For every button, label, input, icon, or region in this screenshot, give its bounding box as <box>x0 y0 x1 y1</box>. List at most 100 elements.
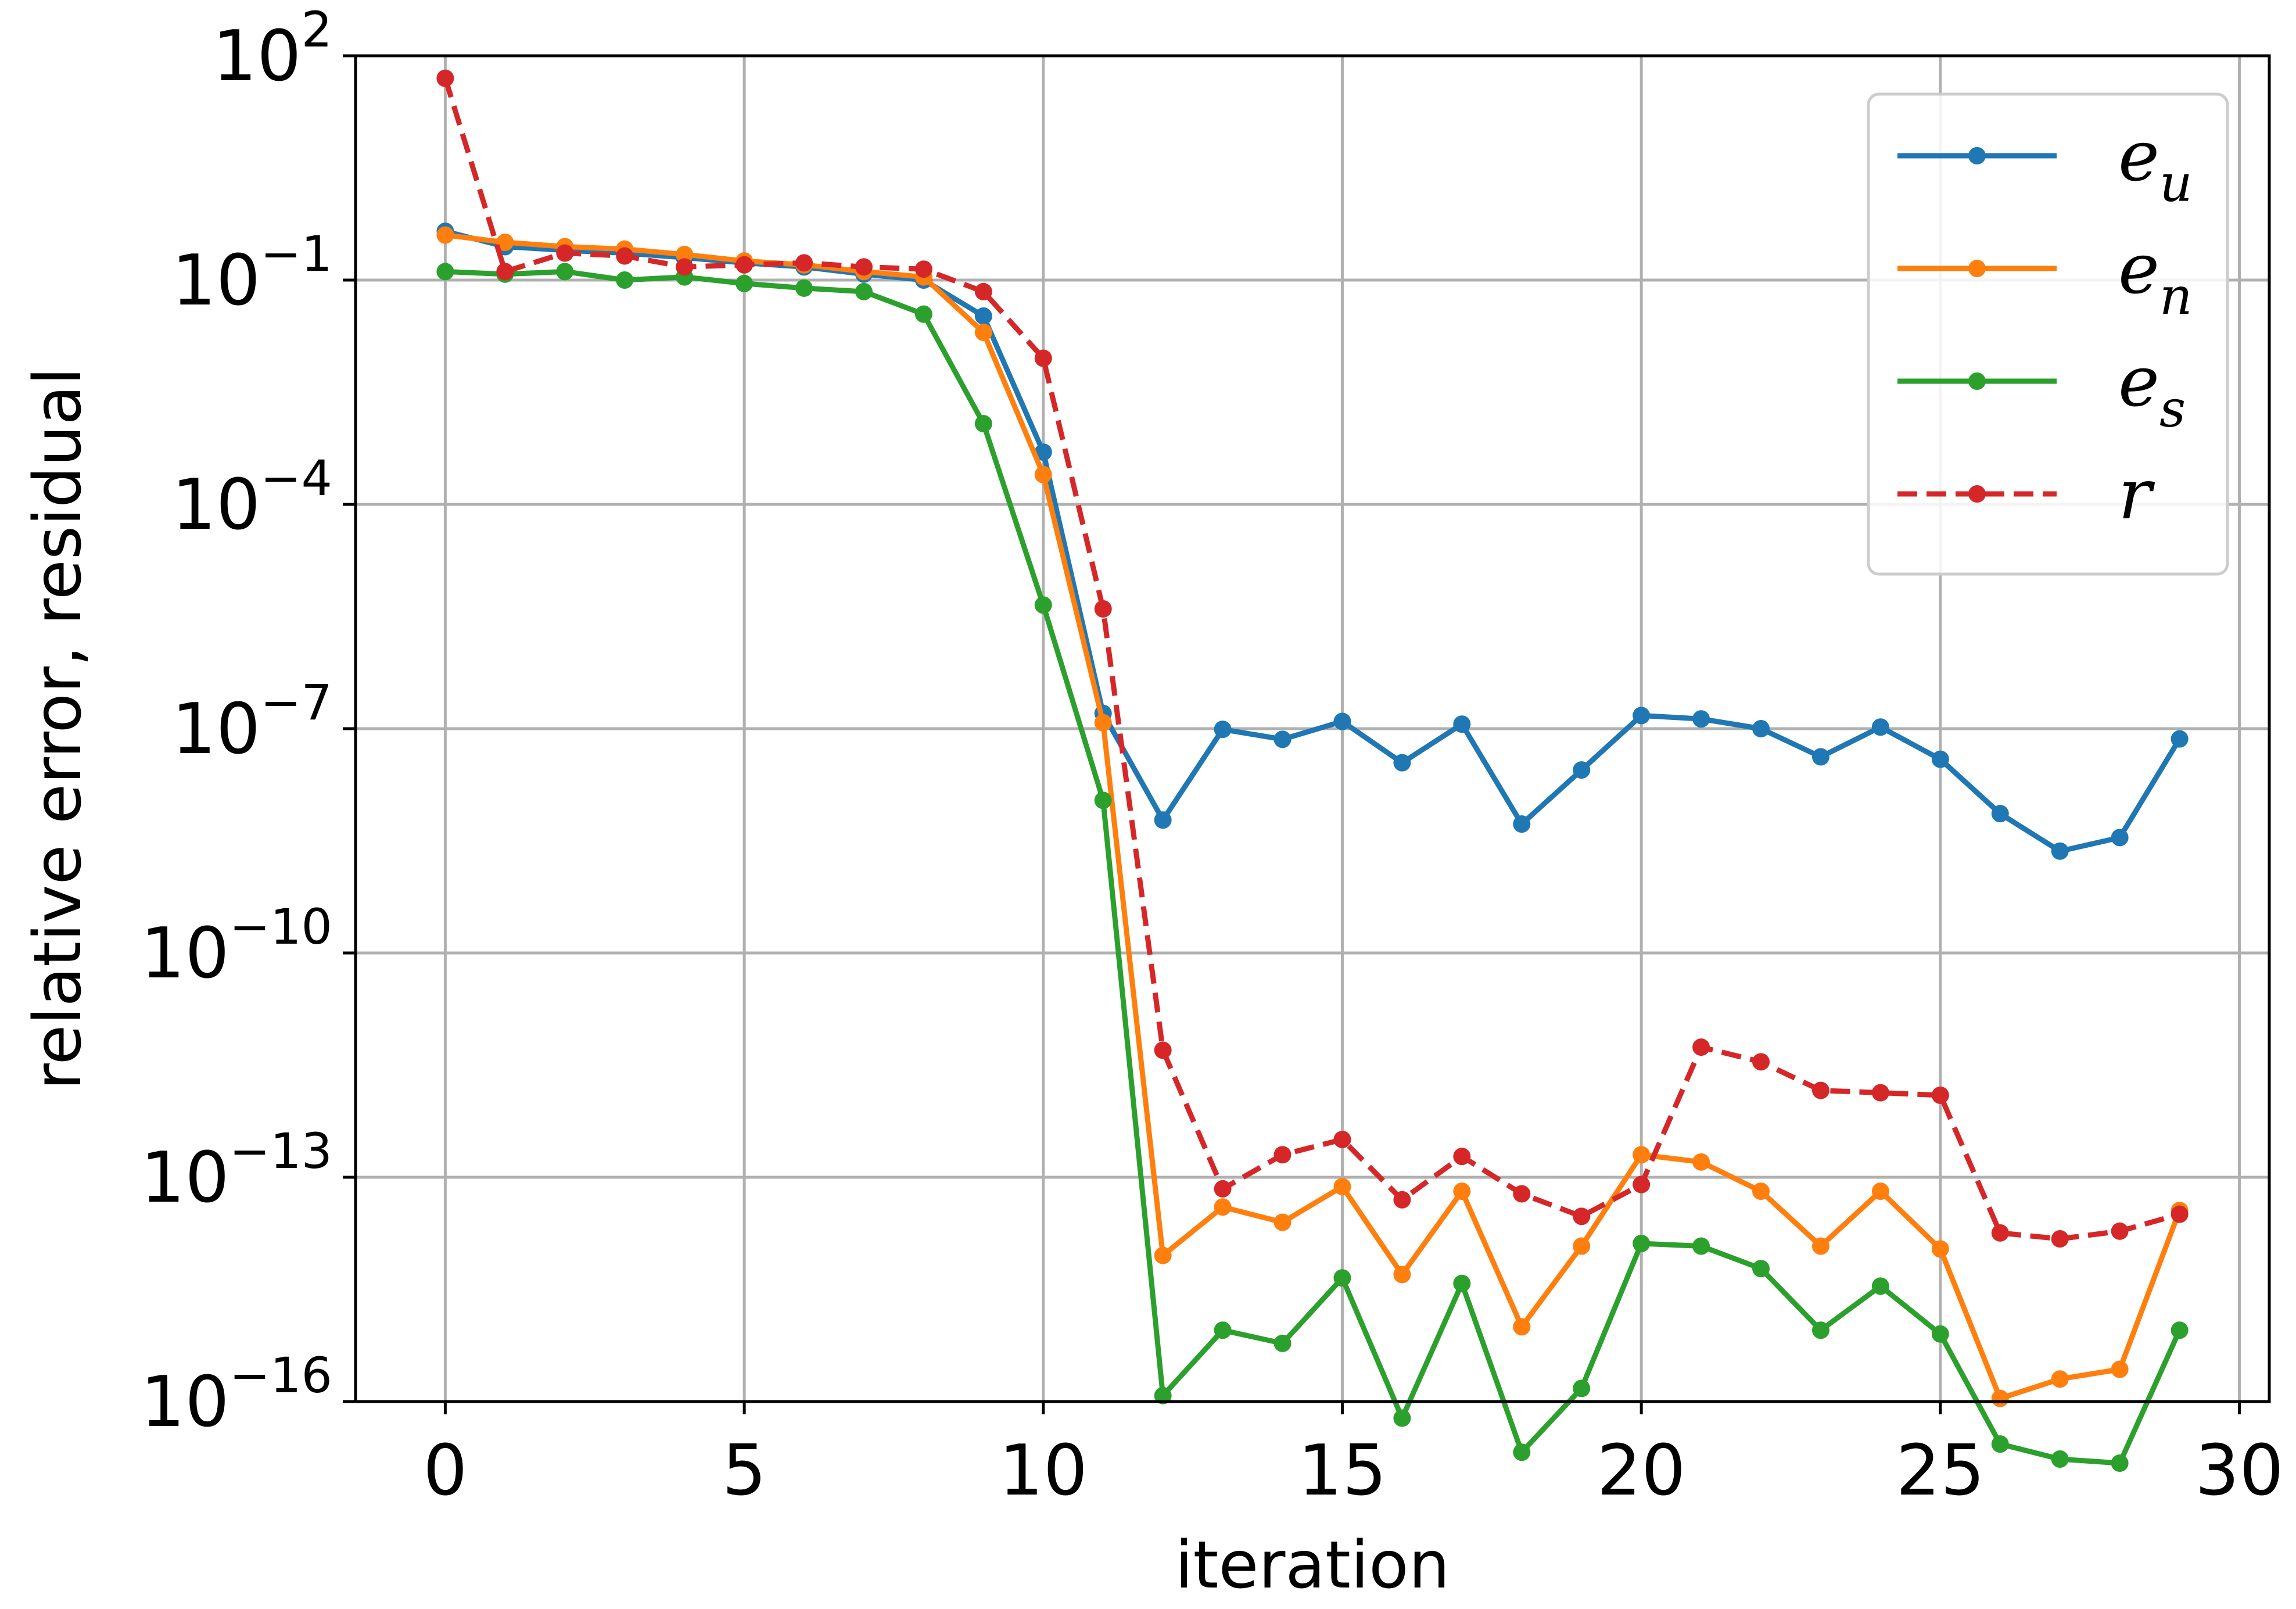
data-point <box>2111 829 2129 847</box>
data-point <box>1214 721 1232 739</box>
data-point <box>2051 1450 2069 1468</box>
data-point <box>855 282 873 300</box>
data-point <box>1273 1334 1292 1352</box>
data-point <box>1214 1321 1232 1339</box>
data-point <box>1871 1084 1889 1102</box>
data-point <box>1871 718 1889 736</box>
legend-marker <box>1968 372 1986 390</box>
data-point <box>1513 1185 1531 1203</box>
data-point <box>1752 720 1770 737</box>
data-point <box>1453 1148 1471 1166</box>
data-point <box>1991 805 2009 823</box>
data-point <box>1453 1182 1471 1201</box>
data-point <box>1931 1325 1949 1343</box>
data-point <box>974 415 992 433</box>
data-point <box>1513 815 1531 833</box>
data-point <box>1513 1443 1531 1461</box>
data-point <box>795 254 813 272</box>
y-tick-label: 102 <box>213 1 332 97</box>
data-point <box>1393 754 1411 772</box>
data-point <box>1633 1176 1651 1194</box>
data-point <box>795 279 813 297</box>
data-point <box>1991 1389 2009 1407</box>
data-point <box>556 263 574 281</box>
data-point <box>2051 1370 2069 1388</box>
data-point <box>1333 1131 1351 1149</box>
data-point <box>1094 600 1112 618</box>
data-point <box>2111 1222 2129 1240</box>
data-point <box>974 307 992 325</box>
legend-marker <box>1968 260 1986 277</box>
data-point <box>914 305 932 323</box>
x-tick-label: 10 <box>999 1431 1088 1511</box>
axis-ticks: 0 5 10 15 20 25 30 102 10−1 10−4 10−7 10−10 10−13 10−… <box>141 1 2284 1511</box>
data-point <box>1633 707 1651 725</box>
y-tick-label: 10−10 <box>141 898 332 994</box>
y-tick-label: 10−1 <box>171 225 332 321</box>
data-point <box>855 258 873 276</box>
data-point <box>2171 730 2189 748</box>
data-point <box>1752 1053 1770 1071</box>
x-tick-label: 20 <box>1597 1431 1686 1511</box>
data-point <box>1034 349 1052 367</box>
data-point <box>1692 1038 1710 1056</box>
legend-label: eu <box>2118 116 2193 213</box>
data-point <box>1273 730 1292 748</box>
data-point <box>2171 1205 2189 1223</box>
data-point <box>1034 443 1052 461</box>
data-point <box>1752 1182 1770 1201</box>
data-point <box>2111 1454 2129 1472</box>
data-point <box>1154 1386 1172 1404</box>
data-point <box>1573 1379 1591 1397</box>
y-tick-label: 10−7 <box>171 674 332 770</box>
data-point <box>1453 1274 1471 1292</box>
data-point <box>2051 1230 2069 1248</box>
data-point <box>1333 712 1351 730</box>
data-point <box>1333 1269 1351 1287</box>
x-tick-label: 5 <box>722 1431 766 1511</box>
data-point <box>1214 1180 1232 1198</box>
data-point <box>736 274 754 292</box>
data-point <box>1633 1235 1651 1253</box>
data-point <box>1692 1153 1710 1171</box>
series-line <box>442 232 2183 1402</box>
data-point <box>2051 842 2069 860</box>
data-point <box>1871 1277 1889 1295</box>
data-point <box>1393 1191 1411 1209</box>
x-tick-label: 0 <box>423 1431 467 1511</box>
data-point <box>1273 1146 1292 1164</box>
data-point <box>1871 1182 1889 1201</box>
data-point <box>1094 714 1112 732</box>
series-line <box>443 77 2180 1242</box>
data-point <box>436 69 454 87</box>
data-point <box>1752 1260 1770 1278</box>
legend-entry: r <box>1897 454 2155 535</box>
data-point <box>556 244 574 262</box>
data-point <box>1811 1237 1829 1255</box>
x-tick-label: 25 <box>1896 1431 1985 1511</box>
legend-entry: en <box>1897 229 2193 326</box>
legend-box <box>1867 92 2229 576</box>
data-point <box>736 256 754 274</box>
data-point <box>616 271 634 289</box>
data-point <box>974 282 992 300</box>
data-point <box>1991 1435 2009 1453</box>
legend-entry: es <box>1897 342 2186 439</box>
data-point <box>1692 1237 1710 1255</box>
data-point <box>2171 1321 2189 1339</box>
data-point <box>616 247 634 265</box>
data-point <box>1811 1081 1829 1099</box>
data-point <box>1154 1246 1172 1264</box>
data-point <box>1991 1224 2009 1242</box>
data-point <box>914 260 932 278</box>
data-point <box>1811 1321 1829 1339</box>
data-point <box>1393 1266 1411 1284</box>
x-tick-label: 15 <box>1298 1431 1387 1511</box>
data-point <box>1333 1178 1351 1196</box>
data-point <box>496 234 514 252</box>
data-point <box>1573 1237 1591 1255</box>
legend-label: es <box>2118 342 2186 439</box>
legend-marker <box>1968 147 1986 164</box>
data-point <box>1931 1240 1949 1258</box>
